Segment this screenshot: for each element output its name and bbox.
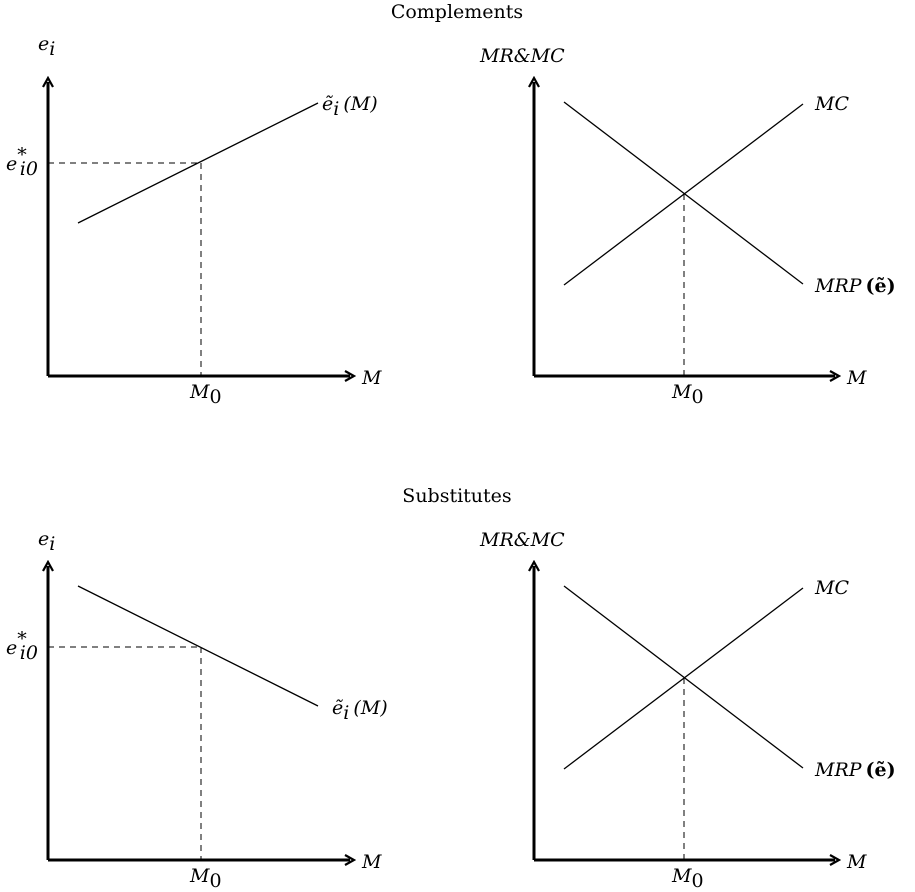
effort-curve	[77, 585, 319, 707]
curve-label: ẽi (M)	[332, 697, 388, 724]
x-mark-label: M0	[671, 865, 704, 892]
complements-marginal-panel: MR&MC M M0 MC MRP (ẽ)	[479, 45, 896, 408]
y-mark-label: e* i0	[6, 628, 38, 664]
complements-section: Complements ei M M0 e* i0 ẽi (M) MR&MC M M…	[6, 1, 896, 408]
substitutes-effort-panel: ei M M0 e* i0 ẽi (M)	[6, 528, 388, 892]
x-axis-label: M	[846, 851, 867, 873]
x-axis-label: M	[361, 367, 382, 389]
mrp-label: MRP (ẽ)	[814, 759, 896, 781]
curve-label: ẽi (M)	[322, 93, 378, 120]
mrp-label: MRP (ẽ)	[814, 275, 896, 297]
x-mark-label: M0	[189, 381, 222, 408]
mc-label: MC	[814, 93, 849, 115]
y-axis-label: MR&MC	[479, 45, 565, 67]
mrp-curve	[563, 585, 804, 769]
y-axis-label: MR&MC	[479, 529, 565, 551]
mc-label: MC	[814, 577, 849, 599]
x-mark-label: M0	[671, 381, 704, 408]
effort-curve	[77, 102, 319, 224]
x-mark-label: M0	[189, 865, 222, 892]
substitutes-marginal-panel: MR&MC M M0 MC MRP (ẽ)	[479, 529, 896, 892]
y-axis-label: ei	[38, 528, 55, 555]
section-title-substitutes: Substitutes	[402, 485, 511, 507]
complements-effort-panel: ei M M0 e* i0 ẽi (M)	[6, 33, 382, 408]
y-mark-label: e* i0	[6, 144, 38, 180]
y-axis-label: ei	[38, 33, 55, 60]
mrp-curve	[563, 101, 804, 285]
x-axis-label: M	[361, 851, 382, 873]
x-axis-label: M	[846, 367, 867, 389]
section-title-complements: Complements	[391, 1, 523, 23]
substitutes-section: Substitutes ei M M0 e* i0 ẽi (M) MR&MC M M…	[6, 485, 896, 892]
